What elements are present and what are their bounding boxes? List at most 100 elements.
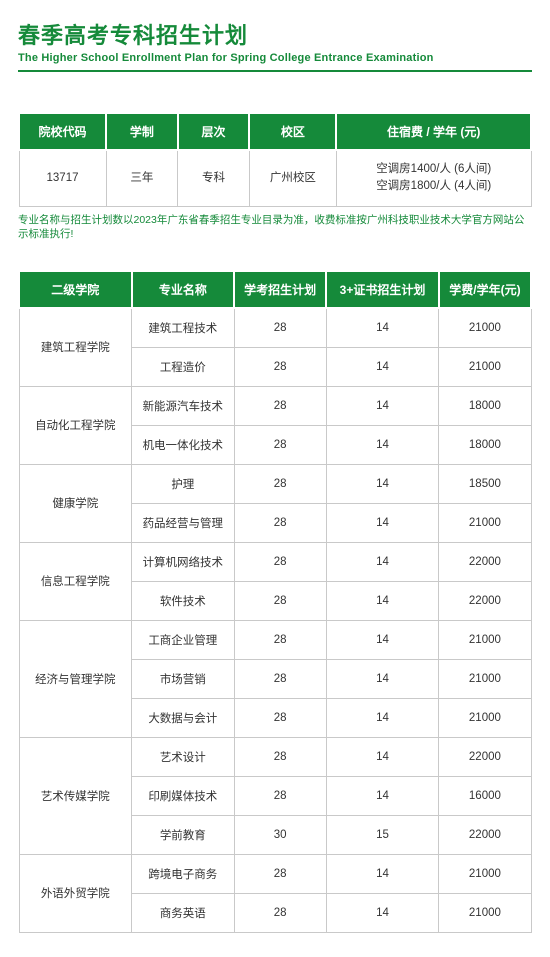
major-cell: 学前教育 <box>132 815 234 854</box>
major-cell: 市场营销 <box>132 659 234 698</box>
tuition-cell: 18500 <box>439 464 531 503</box>
plan2-cell: 14 <box>326 698 439 737</box>
tuition-cell: 21000 <box>439 698 531 737</box>
plan2-cell: 14 <box>326 620 439 659</box>
info-header-cell: 院校代码 <box>19 113 106 150</box>
info-dorm-line2: 空调房1800/人 (4人间) <box>376 180 491 192</box>
info-dorm-line1: 空调房1400/人 (6人间) <box>376 163 491 175</box>
plan1-cell: 28 <box>234 737 326 776</box>
tuition-cell: 22000 <box>439 542 531 581</box>
college-cell: 建筑工程学院 <box>19 308 132 387</box>
major-cell: 大数据与会计 <box>132 698 234 737</box>
title-cn: 春季高考专科招生计划 <box>18 18 532 50</box>
majors-row: 健康学院护理281418500 <box>19 464 531 503</box>
plan2-cell: 15 <box>326 815 439 854</box>
plan1-cell: 28 <box>234 893 326 932</box>
major-cell: 建筑工程技术 <box>132 308 234 348</box>
plan1-cell: 28 <box>234 386 326 425</box>
plan1-cell: 28 <box>234 542 326 581</box>
tuition-cell: 22000 <box>439 815 531 854</box>
major-cell: 新能源汽车技术 <box>132 386 234 425</box>
tuition-cell: 18000 <box>439 425 531 464</box>
info-code: 13717 <box>19 150 106 206</box>
plan1-cell: 30 <box>234 815 326 854</box>
info-duration: 三年 <box>106 150 178 206</box>
tuition-cell: 22000 <box>439 581 531 620</box>
majors-row: 外语外贸学院跨境电子商务281421000 <box>19 854 531 893</box>
plan2-cell: 14 <box>326 308 439 348</box>
plan2-cell: 14 <box>326 776 439 815</box>
college-cell: 经济与管理学院 <box>19 620 132 737</box>
major-cell: 商务英语 <box>132 893 234 932</box>
plan2-cell: 14 <box>326 854 439 893</box>
info-level: 专科 <box>178 150 250 206</box>
majors-header-cell: 3+证书招生计划 <box>326 271 439 308</box>
info-header-cell: 学制 <box>106 113 178 150</box>
plan1-cell: 28 <box>234 854 326 893</box>
plan2-cell: 14 <box>326 737 439 776</box>
info-table: 院校代码学制层次校区住宿费 / 学年 (元) 13717 三年 专科 广州校区 … <box>18 112 532 207</box>
tuition-cell: 21000 <box>439 620 531 659</box>
tuition-cell: 21000 <box>439 308 531 348</box>
tuition-cell: 21000 <box>439 893 531 932</box>
majors-header-cell: 学费/学年(元) <box>439 271 531 308</box>
plan2-cell: 14 <box>326 464 439 503</box>
plan2-cell: 14 <box>326 581 439 620</box>
majors-header-cell: 专业名称 <box>132 271 234 308</box>
majors-row: 建筑工程学院建筑工程技术281421000 <box>19 308 531 348</box>
plan1-cell: 28 <box>234 503 326 542</box>
major-cell: 计算机网络技术 <box>132 542 234 581</box>
info-campus: 广州校区 <box>249 150 336 206</box>
plan1-cell: 28 <box>234 581 326 620</box>
footnote: 专业名称与招生计划数以2023年广东省春季招生专业目录为准，收费标准按广州科技职… <box>18 213 532 242</box>
plan1-cell: 28 <box>234 776 326 815</box>
college-cell: 自动化工程学院 <box>19 386 132 464</box>
majors-row: 艺术传媒学院艺术设计281422000 <box>19 737 531 776</box>
major-cell: 艺术设计 <box>132 737 234 776</box>
title-divider <box>18 70 532 72</box>
plan2-cell: 14 <box>326 659 439 698</box>
major-cell: 跨境电子商务 <box>132 854 234 893</box>
major-cell: 药品经营与管理 <box>132 503 234 542</box>
tuition-cell: 21000 <box>439 503 531 542</box>
info-header-cell: 校区 <box>249 113 336 150</box>
tuition-cell: 16000 <box>439 776 531 815</box>
tuition-cell: 21000 <box>439 659 531 698</box>
info-dorm: 空调房1400/人 (6人间) 空调房1800/人 (4人间) <box>336 150 531 206</box>
major-cell: 工程造价 <box>132 347 234 386</box>
plan2-cell: 14 <box>326 542 439 581</box>
title-en: The Higher School Enrollment Plan for Sp… <box>18 52 532 64</box>
plan1-cell: 28 <box>234 425 326 464</box>
majors-header-cell: 学考招生计划 <box>234 271 326 308</box>
plan1-cell: 28 <box>234 620 326 659</box>
majors-row: 经济与管理学院工商企业管理281421000 <box>19 620 531 659</box>
tuition-cell: 22000 <box>439 737 531 776</box>
major-cell: 工商企业管理 <box>132 620 234 659</box>
tuition-cell: 18000 <box>439 386 531 425</box>
majors-row: 自动化工程学院新能源汽车技术281418000 <box>19 386 531 425</box>
info-header-cell: 层次 <box>178 113 250 150</box>
majors-row: 信息工程学院计算机网络技术281422000 <box>19 542 531 581</box>
plan1-cell: 28 <box>234 698 326 737</box>
major-cell: 护理 <box>132 464 234 503</box>
plan2-cell: 14 <box>326 347 439 386</box>
page-header: 春季高考专科招生计划 The Higher School Enrollment … <box>18 18 532 64</box>
college-cell: 外语外贸学院 <box>19 854 132 932</box>
tuition-cell: 21000 <box>439 854 531 893</box>
tuition-cell: 21000 <box>439 347 531 386</box>
major-cell: 机电一体化技术 <box>132 425 234 464</box>
plan1-cell: 28 <box>234 347 326 386</box>
info-row: 13717 三年 专科 广州校区 空调房1400/人 (6人间) 空调房1800… <box>19 150 531 206</box>
major-cell: 软件技术 <box>132 581 234 620</box>
plan2-cell: 14 <box>326 425 439 464</box>
college-cell: 健康学院 <box>19 464 132 542</box>
plan2-cell: 14 <box>326 503 439 542</box>
majors-table: 二级学院专业名称学考招生计划3+证书招生计划学费/学年(元) 建筑工程学院建筑工… <box>18 270 532 933</box>
college-cell: 艺术传媒学院 <box>19 737 132 854</box>
major-cell: 印刷媒体技术 <box>132 776 234 815</box>
plan2-cell: 14 <box>326 386 439 425</box>
plan1-cell: 28 <box>234 464 326 503</box>
plan1-cell: 28 <box>234 308 326 348</box>
plan1-cell: 28 <box>234 659 326 698</box>
college-cell: 信息工程学院 <box>19 542 132 620</box>
